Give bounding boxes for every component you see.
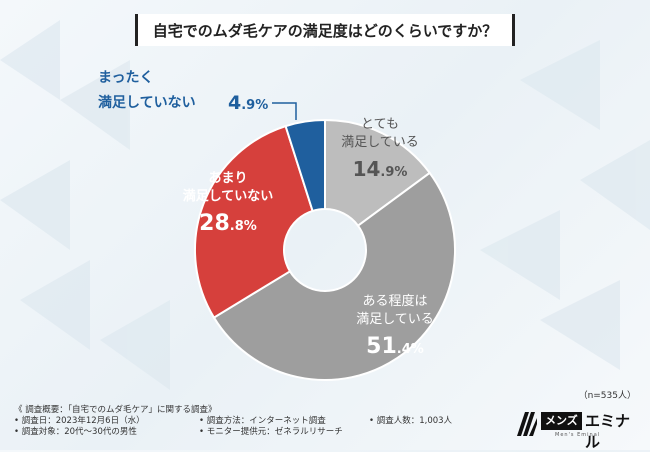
slice-label-line1: あまり	[208, 171, 247, 186]
slice-label-line1: まったく	[98, 70, 153, 86]
slice-label-line2: 満足している	[356, 312, 434, 327]
chart-title: 自宅でのムダ毛ケアの満足度はどのくらいですか？	[135, 14, 515, 46]
note-date: • 調査日：2023年12月6日（水）	[14, 416, 145, 426]
slice-label-line2: 満足していない	[183, 188, 274, 204]
slice-label-line1: とても	[361, 117, 399, 132]
sample-size: （n=535人）	[578, 391, 636, 401]
slice-value: 14.9%	[353, 157, 408, 181]
slice-label-line2: 満足している	[341, 135, 419, 150]
pie-slice-4	[284, 118, 326, 213]
note-count: • 調査人数：1,003人	[369, 416, 453, 426]
leader-line	[272, 102, 297, 120]
slice-value: 4.9%	[228, 92, 268, 114]
survey-notes: 《 調査概要：「自宅でのムダ毛ケア」に関する調査》 • 調査日：2023年12月…	[14, 405, 494, 438]
logo-mark-icon	[517, 412, 537, 436]
logo-box-text: メンズ	[541, 412, 582, 430]
pie-slice-1	[324, 118, 432, 228]
slice-value: 28.8%	[199, 211, 257, 236]
logo-text: エミナル	[585, 412, 631, 451]
pie-slice-2	[212, 171, 456, 381]
slice-value: 51.4%	[366, 334, 424, 359]
logo-subtext: Men's Eminal	[555, 432, 601, 438]
note-method: • 調査方法：インターネット調査	[199, 416, 326, 426]
pie-slice-3	[194, 124, 314, 319]
note-target: • 調査対象：20代～30代の男性	[14, 427, 137, 437]
note-overview: 《 調査概要：「自宅でのムダ毛ケア」に関する調査》	[14, 405, 217, 415]
slice-label-line2: 満足していない	[98, 94, 196, 111]
slice-label-line1: ある程度は	[362, 293, 427, 309]
brand-logo: メンズ エミナル Men's Eminal	[515, 408, 640, 451]
note-provider: • モニター提供元：ゼネラルリサーチ	[199, 427, 343, 437]
